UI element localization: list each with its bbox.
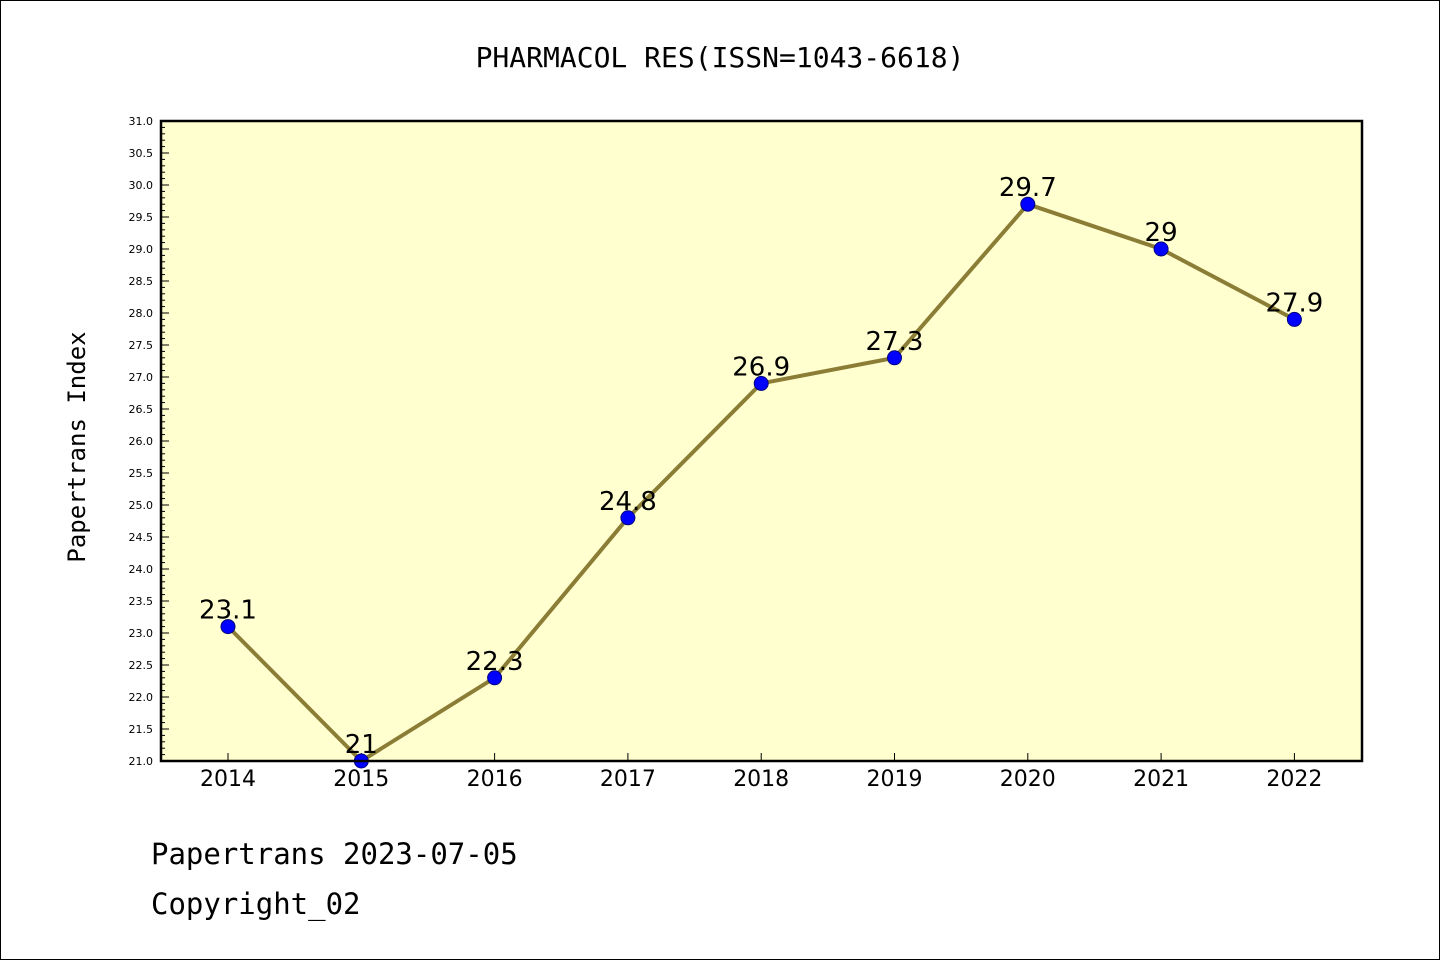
y-tick-label: 24.0 <box>129 563 154 576</box>
x-tick-label: 2021 <box>1133 767 1189 792</box>
y-tick-label: 22.5 <box>129 659 154 672</box>
data-label: 23.1 <box>199 596 257 626</box>
data-label: 29 <box>1145 218 1178 248</box>
y-tick-label: 24.5 <box>129 531 154 544</box>
y-tick-label: 21.5 <box>129 723 154 736</box>
y-tick-label: 25.5 <box>129 467 154 480</box>
data-label: 24.8 <box>599 487 657 517</box>
data-point <box>220 619 236 635</box>
x-tick-label: 2022 <box>1266 767 1322 792</box>
y-tick-label: 31.0 <box>129 115 154 128</box>
y-tick-label: 23.5 <box>129 595 154 608</box>
data-point <box>1020 196 1036 212</box>
data-point <box>1153 241 1169 257</box>
x-tick-label: 2018 <box>733 767 789 792</box>
y-tick-label: 21.0 <box>129 755 154 768</box>
data-label: 26.9 <box>732 352 790 382</box>
chart-title: PHARMACOL RES(ISSN=1043-6618) <box>476 41 965 74</box>
y-tick-label: 28.0 <box>129 307 154 320</box>
y-axis-title: Papertrans Index <box>63 331 91 562</box>
y-tick-label: 27.0 <box>129 371 154 384</box>
data-label: 27.3 <box>866 327 924 357</box>
x-axis: 2014 2015 2016 2017 2018 2019 2020 2021 2022 <box>200 753 1322 792</box>
data-label: 21 <box>345 730 378 760</box>
y-tick-label: 28.5 <box>129 275 154 288</box>
x-tick-label: 2017 <box>600 767 656 792</box>
data-label: 22.3 <box>466 647 524 677</box>
y-tick-label: 27.5 <box>129 339 154 352</box>
data-point <box>487 670 503 686</box>
x-tick-label: 2016 <box>467 767 523 792</box>
y-tick-label: 29.5 <box>129 211 154 224</box>
footer-copyright: Copyright_02 <box>151 887 361 921</box>
plot-area <box>161 121 1362 761</box>
plot-border <box>159 119 1364 763</box>
series-layer: 23.1 21 22.3 24.8 26.9 27.3 29.7 29 27.9 <box>199 173 1323 769</box>
y-tick-label: 26.0 <box>129 435 154 448</box>
footer-date: Papertrans 2023-07-05 <box>151 837 518 871</box>
data-label: 29.7 <box>999 173 1057 203</box>
y-tick-label: 30.5 <box>129 147 154 160</box>
data-label: 27.9 <box>1265 288 1323 318</box>
y-tick-label: 26.5 <box>129 403 154 416</box>
x-tick-label: 2019 <box>867 767 923 792</box>
y-tick-label: 30.0 <box>129 179 154 192</box>
x-tick-label: 2014 <box>200 767 256 792</box>
y-tick-label: 25.0 <box>129 499 154 512</box>
data-point <box>620 510 636 526</box>
y-tick-label: 22.0 <box>129 691 154 704</box>
data-point <box>753 375 769 391</box>
x-tick-label: 2020 <box>1000 767 1056 792</box>
data-point <box>887 350 902 366</box>
y-tick-label: 23.0 <box>129 627 154 640</box>
y-axis: 21.0 21.5 22.0 22.5 23.0 23.5 24.0 24.5 25.0 25.5… <box>129 115 169 768</box>
x-tick-label: 2015 <box>333 767 389 792</box>
y-tick-label: 29.0 <box>129 243 154 256</box>
data-point <box>1286 311 1302 327</box>
